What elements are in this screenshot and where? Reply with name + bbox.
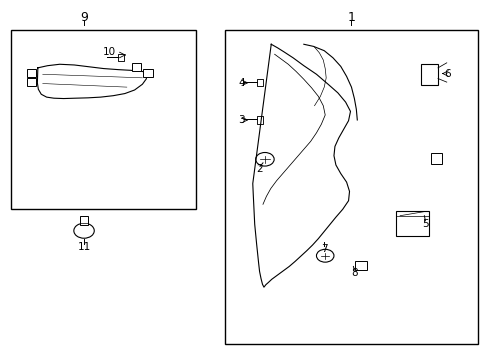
- Bar: [224, 30, 477, 344]
- Text: 3: 3: [237, 115, 244, 125]
- Text: 8: 8: [350, 268, 357, 278]
- Bar: [27, 78, 36, 86]
- Bar: [143, 68, 153, 77]
- Text: 4: 4: [238, 78, 245, 88]
- Text: 7: 7: [320, 244, 327, 254]
- Bar: [430, 153, 441, 163]
- Text: 9: 9: [80, 11, 88, 24]
- Bar: [420, 64, 437, 85]
- Text: 2: 2: [256, 164, 263, 174]
- Text: 11: 11: [77, 242, 90, 252]
- Bar: [131, 63, 141, 71]
- Bar: [80, 216, 88, 225]
- Text: 10: 10: [102, 47, 116, 57]
- Bar: [27, 68, 36, 77]
- Text: 6: 6: [444, 68, 450, 78]
- Text: 5: 5: [421, 219, 428, 229]
- Text: 1: 1: [347, 11, 355, 24]
- Bar: [395, 211, 428, 236]
- Bar: [355, 261, 366, 270]
- Bar: [11, 30, 196, 208]
